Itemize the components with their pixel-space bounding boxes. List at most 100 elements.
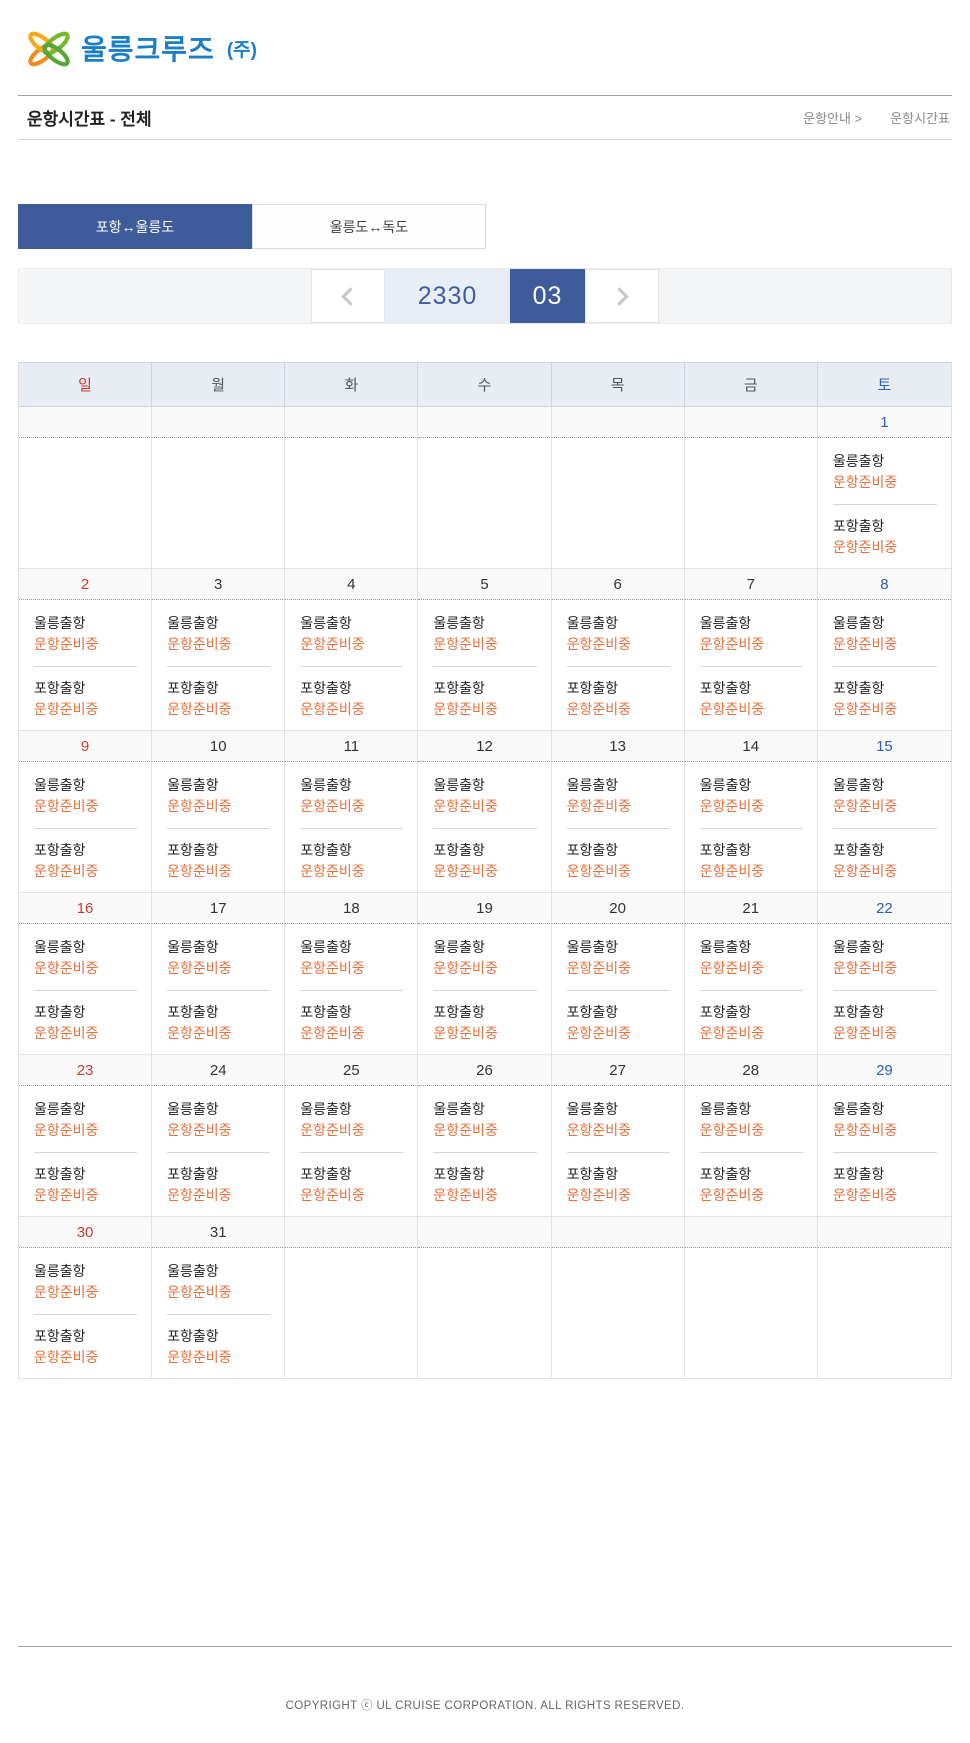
- entry-divider: [300, 990, 404, 991]
- day-cell: 울릉출항 운항준비중 포항출항 운항준비중: [817, 762, 951, 892]
- status-label: 운항준비중: [34, 798, 99, 814]
- status-label: 운항준비중: [300, 960, 365, 976]
- day-cell: 울릉출항 운항준비중 포항출항 운항준비중: [817, 924, 951, 1054]
- schedule-entry: 울릉출항 운항준비중: [700, 775, 805, 817]
- status-label: 운항준비중: [832, 1122, 898, 1138]
- day-cell: 울릉출항 운항준비중 포항출항 운항준비중: [418, 924, 552, 1054]
- day-cell: [551, 1248, 685, 1378]
- route-tabs: 포항↔울릉도 울릉도↔독도: [18, 204, 970, 249]
- day-number: 31: [152, 1217, 286, 1248]
- breadcrumb-item-timetable[interactable]: 운항시간표: [890, 111, 950, 126]
- status-label: 운항준비중: [167, 701, 232, 717]
- departure-label: 포항출항: [34, 1328, 86, 1344]
- departure-label: 포항출항: [832, 518, 885, 534]
- day-cell: 울릉출항 운항준비중 포항출항 운항준비중: [152, 1086, 286, 1216]
- entry-divider: [832, 1152, 937, 1153]
- day-cell: 울릉출항 운항준비중 포항출항 운항준비중: [418, 1086, 552, 1216]
- status-label: 운항준비중: [699, 960, 765, 976]
- tab-pohang-ulleungdo[interactable]: 포항↔울릉도: [18, 204, 252, 249]
- day-cell: 울릉출항 운항준비중 포항출항 운항준비중: [418, 600, 552, 730]
- entry-divider: [34, 828, 138, 829]
- status-label: 운항준비중: [34, 1349, 99, 1365]
- schedule-entry: 포항출항 운항준비중: [167, 678, 272, 720]
- day-number: 16: [19, 893, 153, 924]
- day-number-row: 30 31: [19, 1216, 951, 1248]
- departure-label: 울릉출항: [300, 1101, 352, 1117]
- entry-divider: [433, 1152, 537, 1153]
- status-label: 운항준비중: [34, 1284, 99, 1300]
- entry-divider: [34, 666, 138, 667]
- day-number: [152, 407, 286, 438]
- day-number: 21: [684, 893, 818, 924]
- month-pager: 2330 03: [18, 268, 952, 324]
- day-cell: [817, 1248, 951, 1378]
- schedule-entry: 포항출항 운항준비중: [700, 678, 805, 720]
- status-label: 운항준비중: [832, 701, 898, 717]
- schedule-entry: 포항출항 운항준비중: [167, 840, 272, 882]
- schedule-entry: 울릉출항 운항준비중: [833, 451, 939, 493]
- schedule-entry: 울릉출항 운항준비중: [833, 613, 939, 655]
- schedule-entry: 울릉출항 운항준비중: [167, 1261, 272, 1303]
- day-number: 28: [684, 1055, 818, 1086]
- status-label: 운항준비중: [433, 1187, 498, 1203]
- status-label: 운항준비중: [167, 1122, 232, 1138]
- tab-ulleungdo-dokdo[interactable]: 울릉도↔독도: [252, 204, 486, 249]
- status-label: 운항준비중: [566, 863, 631, 879]
- breadcrumb-item-guide[interactable]: 운항안내 >: [803, 111, 863, 126]
- day-number: 24: [152, 1055, 286, 1086]
- departure-label: 포항출항: [167, 1328, 219, 1344]
- footer-copyright: COPYRIGHT ⓒ UL CRUISE CORPORATION. ALL R…: [285, 1700, 685, 1712]
- status-label: 운항준비중: [300, 701, 365, 717]
- departure-label: 포항출항: [699, 1166, 752, 1182]
- entry-divider: [300, 1152, 404, 1153]
- schedule-entry: 울릉출항 운항준비중: [433, 775, 538, 817]
- entry-divider: [300, 666, 404, 667]
- status-label: 운항준비중: [566, 798, 631, 814]
- day-number: 11: [285, 731, 419, 762]
- departure-label: 포항출항: [433, 680, 485, 696]
- schedule-entry: 울릉출항 운항준비중: [34, 613, 139, 655]
- departure-label: 포항출항: [832, 680, 885, 696]
- day-cell: 울릉출항 운항준비중 포항출항 운항준비중: [684, 1086, 818, 1216]
- departure-label: 울릉출항: [832, 1101, 885, 1117]
- schedule-entry: 울릉출항 운항준비중: [700, 1099, 805, 1141]
- departure-label: 포항출항: [167, 1004, 219, 1020]
- entry-divider: [566, 828, 670, 829]
- departure-label: 울릉출항: [34, 777, 86, 793]
- weekday-header-sat: 토: [817, 363, 951, 407]
- entry-divider: [433, 666, 537, 667]
- schedule-entry: 포항출항 운항준비중: [300, 678, 405, 720]
- day-number: 7: [684, 569, 818, 600]
- day-number: 14: [684, 731, 818, 762]
- next-month-button[interactable]: [585, 269, 659, 323]
- status-label: 운항준비중: [433, 1025, 498, 1041]
- weekday-header-sun: 일: [19, 363, 153, 407]
- status-label: 운항준비중: [167, 1284, 232, 1300]
- prev-month-button[interactable]: [311, 269, 385, 323]
- weekday-header-day: 목: [551, 363, 685, 407]
- schedule-entry: 포항출항 운항준비중: [567, 840, 672, 882]
- status-label: 운항준비중: [167, 863, 232, 879]
- entry-divider: [832, 666, 937, 667]
- page-title: 운항시간표 - 전체: [27, 110, 152, 129]
- entry-divider: [566, 990, 670, 991]
- brand-logo[interactable]: 울릉크루즈 (주): [27, 24, 970, 72]
- status-label: 운항준비중: [34, 960, 99, 976]
- day-number: 26: [418, 1055, 552, 1086]
- departure-label: 포항출항: [300, 842, 352, 858]
- day-cell: 울릉출항 운항준비중 포항출항 운항준비중: [551, 762, 685, 892]
- schedule-entry: 포항출항 운항준비중: [167, 1002, 272, 1044]
- schedule-entry: 포항출항 운항준비중: [34, 678, 139, 720]
- day-number: 5: [418, 569, 552, 600]
- departure-label: 울릉출항: [699, 939, 752, 955]
- schedule-entry: 포항출항 운항준비중: [167, 1164, 272, 1206]
- weekday-header-day: 월: [152, 363, 286, 407]
- status-label: 운항준비중: [34, 636, 99, 652]
- departure-label: 포항출항: [566, 1004, 619, 1020]
- schedule-entry: 포항출항 운항준비중: [34, 840, 139, 882]
- schedule-entry: 포항출항 운항준비중: [433, 1164, 538, 1206]
- status-label: 운항준비중: [832, 960, 898, 976]
- title-bar: 운항시간표 - 전체 운항안내 > 운항시간표: [18, 95, 952, 140]
- departure-label: 포항출항: [832, 1166, 885, 1182]
